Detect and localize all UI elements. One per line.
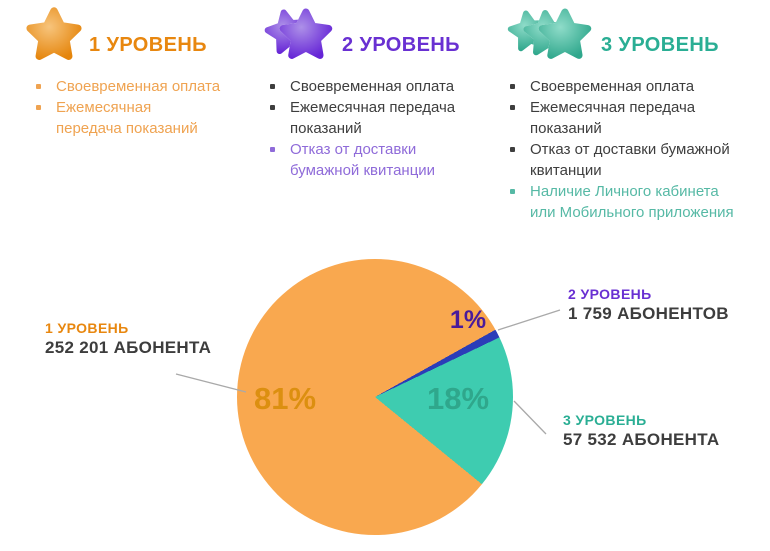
benefit-text: Своевременная оплата xyxy=(530,78,695,95)
level-3-header: 3 УРОВЕНЬ xyxy=(498,4,760,66)
benefit-item: Ежемесячная передача показаний xyxy=(510,97,746,139)
bullet-square-icon xyxy=(270,84,275,89)
callout-level-1-value: 252 201 АБОНЕНТА xyxy=(45,338,212,357)
bullet-square-icon xyxy=(36,105,41,110)
bullet-square-icon xyxy=(270,105,275,110)
callout-level-2-title: 2 УРОВЕНЬ xyxy=(568,286,652,302)
level-3-card: 3 УРОВЕНЬ Своевременная оплата Ежемесячн… xyxy=(498,4,760,223)
benefit-item: Своевременная оплата xyxy=(36,76,221,97)
bullet-square-icon xyxy=(510,147,515,152)
bullet-square-icon xyxy=(36,84,41,89)
level-1-card: 1 УРОВЕНЬ Своевременная оплата Ежемесячн… xyxy=(24,4,240,139)
bullet-square-icon xyxy=(510,105,515,110)
benefit-text: Отказ от доставки бумажной квитанции xyxy=(290,141,436,179)
level-3-stars-icon xyxy=(498,6,596,66)
bullet-square-icon xyxy=(510,84,515,89)
level-2-stars-icon xyxy=(258,6,337,66)
callout-level-3-value: 57 532 АБОНЕНТА xyxy=(563,430,720,449)
benefit-item: Наличие Личного кабинета или Мобильного … xyxy=(510,181,746,223)
benefit-item: Отказ от доставки бумажной квитанции xyxy=(510,139,746,181)
benefit-text: Отказ от доставки бумажной квитанции xyxy=(530,141,730,179)
benefit-item: Ежемесячная передача показаний xyxy=(36,97,221,139)
level-1-star-icon xyxy=(24,6,84,66)
callout-level-3-title: 3 УРОВЕНЬ xyxy=(563,412,647,428)
benefit-text: Ежемесячная передача показаний xyxy=(530,99,696,137)
benefit-item: Своевременная оплата xyxy=(270,76,470,97)
benefit-text: Ежемесячная передача показаний xyxy=(56,99,198,137)
pie-chart xyxy=(237,259,513,535)
benefit-text: Своевременная оплата xyxy=(56,78,221,95)
level-2-title: 2 УРОВЕНЬ xyxy=(342,34,460,56)
benefit-item: Отказ от доставки бумажной квитанции xyxy=(270,139,470,181)
callout-level-1-title: 1 УРОВЕНЬ xyxy=(45,320,129,336)
level-2-benefits: Своевременная оплата Ежемесячная передач… xyxy=(258,76,480,181)
bullet-square-icon xyxy=(270,147,275,152)
level-3-title: 3 УРОВЕНЬ xyxy=(601,34,719,56)
level-2-card: 2 УРОВЕНЬ Своевременная оплата Ежемесячн… xyxy=(258,4,480,181)
level-1-header: 1 УРОВЕНЬ xyxy=(24,4,240,66)
benefit-text: Своевременная оплата xyxy=(290,78,455,95)
level-3-benefits: Своевременная оплата Ежемесячная передач… xyxy=(498,76,760,223)
callout-level-2: 2 УРОВЕНЬ 1 759 АБОНЕНТОВ xyxy=(568,286,729,324)
benefit-item: Своевременная оплата xyxy=(510,76,746,97)
pie-percent-level-1: 81% xyxy=(253,381,317,416)
bullet-square-icon xyxy=(510,189,515,194)
level-1-title: 1 УРОВЕНЬ xyxy=(89,34,207,56)
pie-percent-level-3: 18% xyxy=(426,381,490,416)
callout-level-2-value: 1 759 АБОНЕНТОВ xyxy=(568,304,729,323)
benefit-item: Ежемесячная передача показаний xyxy=(270,97,470,139)
leader-line-level-3 xyxy=(513,400,547,435)
level-2-header: 2 УРОВЕНЬ xyxy=(258,4,480,66)
leader-line-level-2 xyxy=(497,309,561,331)
pie-percent-level-2: 1% xyxy=(449,306,487,334)
leader-line-level-1 xyxy=(175,373,247,393)
callout-level-3: 3 УРОВЕНЬ 57 532 АБОНЕНТА xyxy=(563,412,719,450)
benefit-text: Ежемесячная передача показаний xyxy=(290,99,456,137)
benefit-text: Наличие Личного кабинета или Мобильного … xyxy=(530,183,734,221)
callout-level-1: 1 УРОВЕНЬ 252 201 АБОНЕНТА xyxy=(45,320,211,358)
level-1-benefits: Своевременная оплата Ежемесячная передач… xyxy=(24,76,240,139)
